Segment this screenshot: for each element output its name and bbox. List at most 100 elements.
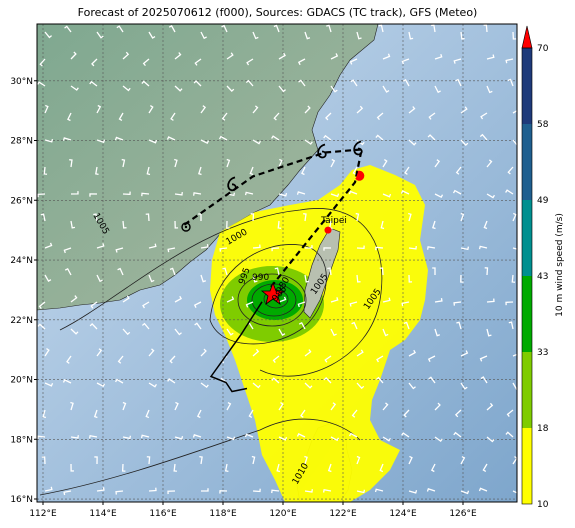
wind-barb <box>382 297 391 303</box>
wind-barb <box>148 139 158 144</box>
city-marker-taipei <box>324 226 332 234</box>
wind-barb <box>44 348 50 357</box>
wind-barb <box>44 242 53 249</box>
wind-barb <box>330 328 337 337</box>
wind-barb <box>375 376 384 384</box>
wind-barb <box>166 136 176 141</box>
wind-barb <box>455 78 462 87</box>
storm-symbol <box>353 140 363 156</box>
wind-barb <box>272 355 280 363</box>
wind-barb <box>512 31 517 40</box>
wind-barb <box>198 166 202 176</box>
wind-barb <box>325 112 332 121</box>
wind-barb <box>460 31 465 40</box>
wind-barb <box>434 159 441 168</box>
wind-barb <box>63 247 72 254</box>
wind-barb <box>40 213 46 222</box>
wind-barb <box>380 220 385 230</box>
colorbar-tick-70: 70 <box>537 44 549 54</box>
wind-barb <box>382 193 392 198</box>
wind-barb <box>379 267 384 276</box>
wind-barb <box>432 267 436 275</box>
wind-barb <box>244 191 254 196</box>
latitude-axis: 16°N 18°N 20°N 22°N 24°N 26°N 28°N 30°N <box>10 77 37 505</box>
wind-barb <box>67 112 72 122</box>
colorbar-tick-10: 10 <box>537 500 549 510</box>
wind-barb <box>70 295 78 303</box>
wind-barb <box>96 274 103 283</box>
wind-barb <box>376 112 384 121</box>
wind-barb <box>117 267 124 276</box>
wind-barb <box>116 25 124 33</box>
wind-barb <box>304 105 311 114</box>
wind-barb <box>226 328 234 336</box>
wind-barb <box>479 133 488 141</box>
wind-barb <box>70 435 79 439</box>
y-tick-label: 28°N <box>10 137 33 147</box>
wind-barb <box>89 193 98 197</box>
wind-barb <box>174 85 183 92</box>
x-tick-label: 124°E <box>389 509 417 519</box>
wind-barb <box>486 402 494 411</box>
wind-barb <box>122 51 130 60</box>
wind-barb <box>452 189 462 195</box>
wind-barb <box>326 24 332 33</box>
wind-barb <box>460 455 466 465</box>
wind-barb <box>91 58 98 67</box>
wind-barb <box>89 323 98 330</box>
wind-barb <box>148 243 157 249</box>
wind-barb <box>348 190 358 195</box>
wind-barb <box>401 58 410 65</box>
wind-barb <box>434 53 443 60</box>
wind-barb <box>226 192 236 197</box>
wind-barb <box>356 455 361 465</box>
wind-barb <box>355 212 360 222</box>
colorbar-frame <box>521 47 533 505</box>
y-tick-label: 24°N <box>10 256 33 266</box>
wind-barb <box>145 213 150 222</box>
wind-barb <box>382 85 390 93</box>
lat-lon-gridlines <box>37 24 517 502</box>
wind-barb <box>252 139 261 145</box>
wind-barb <box>248 409 254 418</box>
wind-barb <box>402 78 410 87</box>
isobar-lines <box>39 208 383 496</box>
wind-barb <box>37 193 46 198</box>
wind-barb <box>486 193 495 199</box>
wind-barb <box>512 139 517 146</box>
wind-barb <box>301 166 306 176</box>
wind-barb <box>408 245 417 250</box>
wind-barb <box>44 382 54 387</box>
wind-barb <box>193 301 202 308</box>
wind-barb <box>252 244 261 249</box>
wind-barb <box>298 79 306 87</box>
wind-barb <box>432 220 436 230</box>
wind-barb <box>174 158 178 168</box>
wind-barb <box>200 139 210 145</box>
x-tick-label: 120°E <box>269 509 297 519</box>
wind-barb <box>43 166 48 175</box>
wind-barb <box>382 402 389 411</box>
wind-barb <box>351 321 358 330</box>
wind-barb <box>351 409 358 418</box>
storm-symbols <box>227 140 363 192</box>
wind-barb <box>251 455 256 465</box>
colorbar-tick-49: 49 <box>537 196 549 206</box>
map-frame <box>36 23 518 503</box>
colorbar-segment-1 <box>522 428 532 504</box>
wind-barb <box>486 298 495 303</box>
wind-barb <box>480 376 488 384</box>
wind-barb <box>226 401 232 411</box>
wind-barb <box>37 435 46 440</box>
wind-barb <box>375 246 384 251</box>
wind-barb <box>64 25 72 33</box>
wind-barb <box>169 267 176 276</box>
wind-barb <box>323 134 332 141</box>
y-tick-label: 22°N <box>10 316 33 326</box>
wind-barb <box>403 409 410 418</box>
wind-barb <box>226 85 235 93</box>
wind-barb <box>200 382 209 389</box>
wind-barb <box>486 54 495 60</box>
wind-barb <box>327 463 332 473</box>
